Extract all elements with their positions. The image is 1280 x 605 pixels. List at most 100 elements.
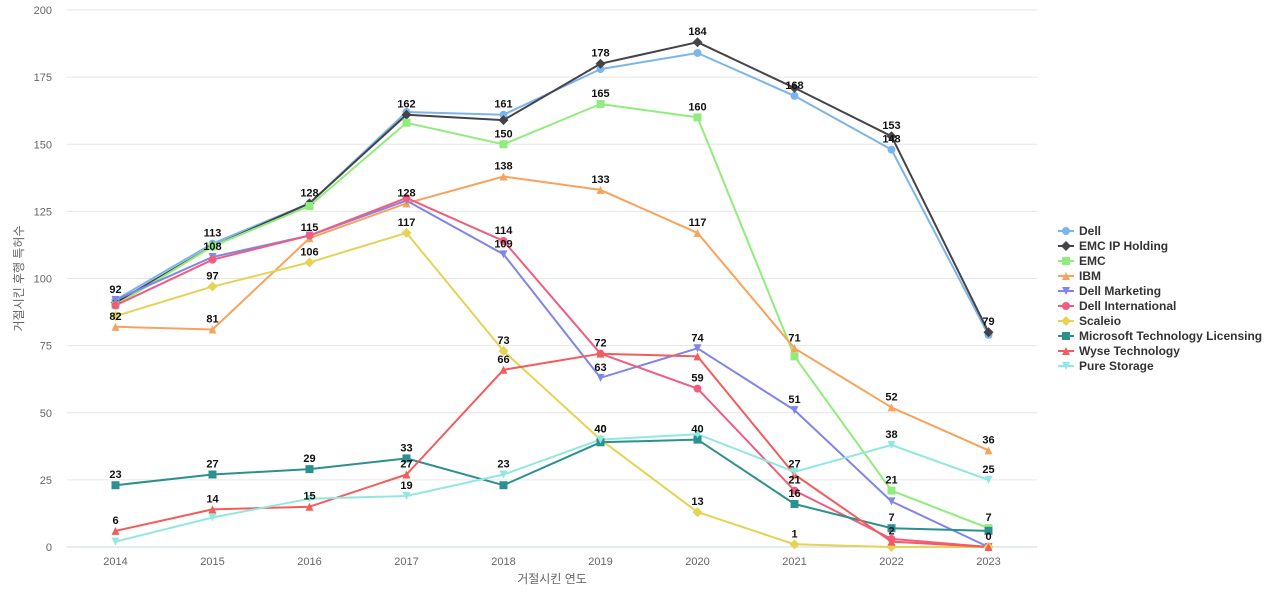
data-label: 114 (495, 225, 514, 237)
x-tick-label: 2017 (394, 556, 418, 568)
data-point-ibm (208, 325, 217, 334)
series-line-dell-international (114, 196, 990, 548)
legend-item-pure-storage[interactable]: Pure Storage (1058, 359, 1154, 373)
data-point-wyse-technology (499, 365, 508, 374)
data-labels: 9211316116814812816217818415379150165160… (109, 26, 994, 543)
legend-item-ibm[interactable]: IBM (1058, 269, 1101, 283)
legend-item-wyse-technology[interactable]: Wyse Technology (1058, 344, 1180, 358)
data-point-wyse-technology (984, 543, 993, 551)
data-point-wyse-technology (111, 526, 120, 535)
data-label: 184 (688, 26, 707, 38)
data-point-pure-storage (208, 513, 217, 522)
data-label: 15 (303, 491, 315, 503)
data-label: 115 (301, 222, 319, 234)
data-label: 7 (888, 512, 894, 524)
data-point-emc (499, 140, 508, 149)
data-point-pure-storage (790, 467, 799, 476)
data-point-emc (693, 113, 702, 122)
data-label: 40 (691, 424, 703, 436)
series-line-scaleio (114, 231, 990, 548)
data-label: 40 (594, 424, 606, 436)
series-line-emc-ip-holding (114, 41, 990, 334)
data-label: 36 (982, 434, 994, 446)
x-tick-label: 2018 (491, 556, 515, 568)
data-label: 16 (788, 488, 800, 500)
data-point-dell-international (790, 486, 799, 495)
legend-item-dell[interactable]: Dell (1058, 224, 1101, 238)
legend-item-dell-marketing[interactable]: Dell Marketing (1058, 284, 1161, 298)
x-tick-label: 2014 (103, 556, 127, 568)
data-label: 153 (882, 120, 900, 132)
legend-item-scaleio[interactable]: Scaleio (1058, 314, 1121, 328)
data-point-dell-international (693, 384, 702, 393)
x-tick-label: 2023 (976, 556, 1000, 568)
gridlines (67, 9, 1037, 481)
series-lines (114, 41, 990, 548)
data-point-dell-marketing (693, 344, 702, 353)
y-tick-label: 100 (34, 274, 52, 286)
data-label: 178 (591, 48, 609, 60)
data-point-pure-storage (499, 470, 508, 479)
data-label: 52 (885, 391, 897, 403)
y-tick-label: 200 (34, 5, 52, 17)
data-label: 27 (400, 459, 412, 471)
data-point-ibm (984, 446, 993, 455)
data-point-scaleio (692, 507, 703, 518)
legend-marker (1062, 347, 1070, 355)
data-label: 14 (206, 493, 219, 505)
data-label: 168 (785, 80, 803, 92)
series-line-dell-marketing (114, 199, 990, 548)
data-label: 27 (206, 459, 218, 471)
x-tick-label: 2019 (588, 556, 612, 568)
data-point-wyse-technology (596, 349, 605, 358)
data-label: 128 (300, 187, 318, 199)
data-point-pure-storage (111, 537, 120, 546)
data-point-ibm (887, 403, 896, 412)
y-axis-title: 거절시킨 후행 특허수 (11, 225, 26, 331)
data-label: 73 (497, 335, 509, 347)
data-point-emc (887, 486, 896, 495)
data-label: 161 (494, 99, 512, 111)
legend-item-emc-ip-holding[interactable]: EMC IP Holding (1058, 239, 1168, 253)
data-label: 162 (397, 99, 415, 111)
data-label: 0 (985, 531, 991, 543)
data-point-emc-ip-holding (595, 58, 606, 69)
data-label: 97 (206, 271, 218, 283)
x-axis-title: 거절시킨 연도 (517, 572, 587, 586)
y-tick-label: 125 (34, 206, 52, 218)
legend-item-emc[interactable]: EMC (1058, 254, 1106, 268)
legend-item-microsoft-technology-licensing[interactable]: Microsoft Technology Licensing (1058, 329, 1262, 343)
x-tick-label: 2015 (200, 556, 224, 568)
data-point-ibm (499, 172, 508, 181)
y-tick-label: 175 (34, 72, 52, 84)
data-point-dell (693, 48, 702, 57)
data-point-pure-storage (887, 440, 896, 449)
data-point-dell-international (208, 255, 217, 264)
data-point-microsoft-technology-licensing (790, 500, 799, 509)
data-point-dell-marketing (790, 406, 799, 415)
data-label: 128 (397, 187, 415, 199)
data-label: 74 (691, 332, 704, 344)
x-tick-label: 2021 (782, 556, 806, 568)
legend-label: Dell (1079, 224, 1101, 238)
data-point-scaleio (401, 227, 412, 238)
data-point-emc-ip-holding (692, 37, 703, 48)
data-label: 7 (985, 512, 991, 524)
legend-item-dell-international[interactable]: Dell International (1058, 299, 1176, 313)
data-label: 27 (788, 459, 800, 471)
x-tick-label: 2016 (297, 556, 321, 568)
data-point-emc (790, 352, 799, 361)
series-line-dell (114, 52, 990, 336)
data-point-dell-international (499, 236, 508, 245)
legend-marker (1062, 302, 1070, 310)
data-point-microsoft-technology-licensing (111, 481, 120, 490)
legend-marker (1062, 362, 1070, 370)
data-label: 117 (398, 217, 416, 229)
data-label: 82 (109, 311, 121, 323)
x-tick-label: 2022 (879, 556, 903, 568)
data-point-emc-ip-holding (886, 131, 897, 142)
data-point-dell-marketing (111, 295, 120, 304)
data-point-pure-storage (402, 491, 411, 500)
legend-label: Wyse Technology (1079, 344, 1180, 358)
